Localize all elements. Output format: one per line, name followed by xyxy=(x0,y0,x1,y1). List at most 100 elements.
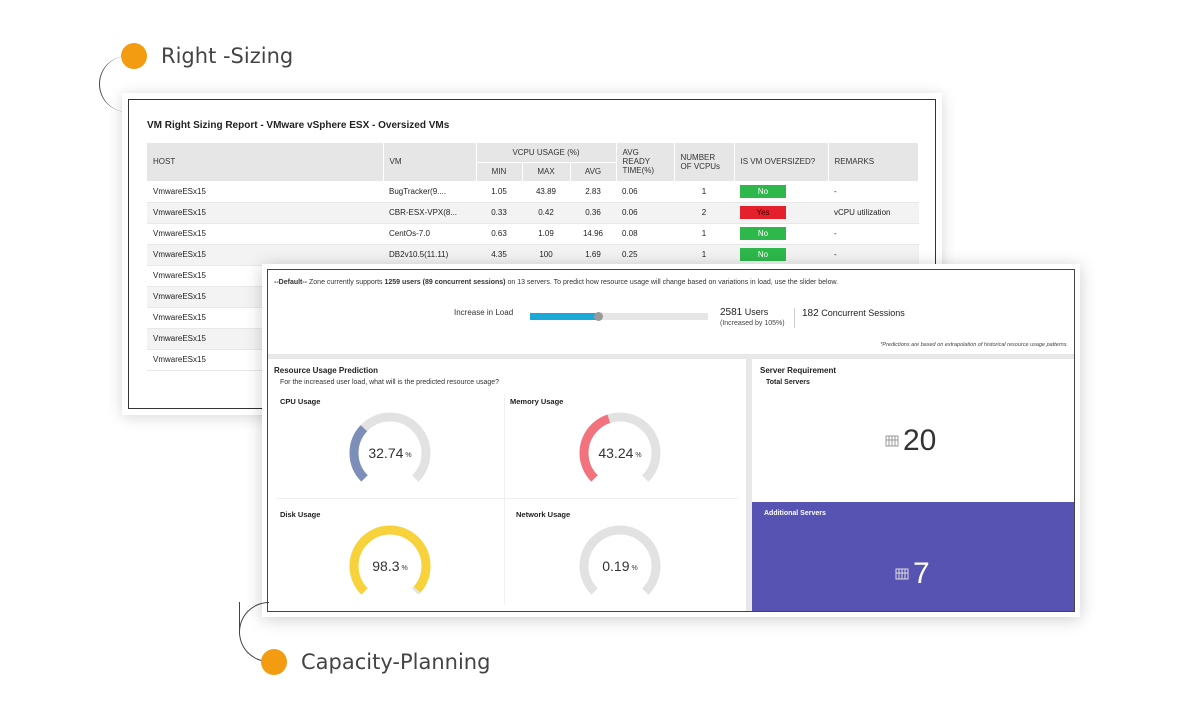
connector-curve-top xyxy=(99,56,159,112)
capacity-planning-card: --Default-- Zone currently supports 1259… xyxy=(262,264,1080,617)
col-num-vcpus[interactable]: NUMBER OF VCPUs xyxy=(674,143,735,182)
callout-dot xyxy=(121,43,147,69)
zone-summary: --Default-- Zone currently supports 1259… xyxy=(274,279,838,286)
section-divider xyxy=(268,354,1074,359)
prediction-subtitle: For the increased user load, what will i… xyxy=(280,379,500,386)
users-number: 2581 xyxy=(720,307,743,318)
cpu-usage-value: 32.74% xyxy=(344,407,436,499)
gauge-unit: % xyxy=(401,564,408,572)
col-avg[interactable]: AVG xyxy=(570,162,617,182)
cell-min: 1.05 xyxy=(476,181,522,203)
panel-divider xyxy=(746,359,752,611)
memory-usage-label: Memory Usage xyxy=(510,397,564,406)
cell-vcpus: 1 xyxy=(674,223,734,245)
cell-oversized: No xyxy=(734,244,828,266)
cell-min: 0.33 xyxy=(476,202,522,224)
cell-oversized: Yes xyxy=(734,202,828,224)
callout-title: Right -Sizing xyxy=(161,44,294,68)
quadrant-divider-h xyxy=(276,498,738,499)
cell-ready: 0.06 xyxy=(616,181,674,203)
server-requirement-panel: Server Requirement Total Servers 20 Addi… xyxy=(752,359,1074,611)
cell-ready: 0.25 xyxy=(616,244,674,266)
zone-default-label: --Default-- xyxy=(274,279,308,286)
users-increase: (Increased by 105%) xyxy=(720,320,785,327)
cell-max: 1.09 xyxy=(522,223,570,245)
cell-vcpus: 1 xyxy=(674,181,734,203)
callout-title: Capacity-Planning xyxy=(301,650,491,674)
server-icon xyxy=(895,568,909,580)
cell-vcpus: 2 xyxy=(674,202,734,224)
cell-remarks: vCPU utilization xyxy=(828,202,919,224)
cell-oversized: No xyxy=(734,223,828,245)
memory-usage-gauge: 43.24% xyxy=(574,407,666,499)
cell-host: VmwareESx15 xyxy=(147,181,383,203)
load-slider-handle[interactable] xyxy=(593,312,603,321)
cell-remarks: - xyxy=(828,181,919,203)
cell-remarks: - xyxy=(828,244,919,266)
cell-min: 0.63 xyxy=(476,223,522,245)
cell-avg: 14.96 xyxy=(570,223,616,245)
zone-text: Zone currently supports xyxy=(307,279,385,286)
users-value: 2581 Users xyxy=(720,307,768,318)
cell-avg: 1.69 xyxy=(570,244,616,266)
col-host[interactable]: HOST xyxy=(147,143,384,182)
oversized-badge: No xyxy=(740,185,786,198)
callout-capacity-planning: Capacity-Planning xyxy=(261,649,490,675)
additional-servers-label: Additional Servers xyxy=(764,510,826,517)
users-label: Users xyxy=(744,307,769,317)
total-servers-number: 20 xyxy=(903,424,937,457)
table-row[interactable]: VmwareESx15 CentOs-7.0 0.63 1.09 14.96 0.08 1 N… xyxy=(147,223,919,245)
col-vcpu-usage: VCPU USAGE (%) xyxy=(476,143,617,163)
additional-servers-tile: Additional Servers 7 xyxy=(752,502,1074,611)
gauge-arc xyxy=(579,412,661,494)
cell-vm: DB2v10.5(11.11) xyxy=(383,244,476,266)
cell-max: 43.89 xyxy=(522,181,570,203)
disk-usage-label: Disk Usage xyxy=(280,510,321,519)
total-servers-tile: Server Requirement Total Servers 20 xyxy=(752,359,1074,498)
server-requirement-title: Server Requirement xyxy=(760,366,837,375)
server-icon xyxy=(885,435,899,447)
col-vm[interactable]: VM xyxy=(383,143,477,182)
cell-vm: CentOs-7.0 xyxy=(383,223,476,245)
increase-load-label: Increase in Load xyxy=(454,308,514,317)
cell-vm: BugTracker(9.... xyxy=(383,181,476,203)
cell-host: VmwareESx15 xyxy=(147,244,383,266)
prediction-title: Resource Usage Prediction xyxy=(274,366,379,375)
load-slider-fill xyxy=(530,313,598,320)
oversized-badge: No xyxy=(740,248,786,261)
cell-max: 100 xyxy=(522,244,570,266)
col-min[interactable]: MIN xyxy=(476,162,523,182)
cell-oversized: No xyxy=(734,181,828,203)
cell-avg: 0.36 xyxy=(570,202,616,224)
table-row[interactable]: VmwareESx15 BugTracker(9.... 1.05 43.89 2.83… xyxy=(147,181,919,203)
sessions-value: 182 Concurrent Sessions xyxy=(802,308,905,319)
network-usage-gauge: 0.19% xyxy=(574,520,666,612)
load-slider[interactable] xyxy=(530,312,708,321)
zone-rest: on 13 servers. To predict how resource u… xyxy=(505,279,839,286)
col-oversized[interactable]: IS VM OVERSIZED? xyxy=(734,143,829,182)
prediction-note: *Predictions are based on extrapolation … xyxy=(880,342,1068,348)
network-usage-value: 0.19% xyxy=(574,520,666,612)
additional-servers-value: 7 xyxy=(895,557,930,591)
oversized-badge: Yes xyxy=(740,206,786,219)
col-remarks[interactable]: REMARKS xyxy=(828,143,919,182)
cell-max: 0.42 xyxy=(522,202,570,224)
divider xyxy=(794,308,795,328)
gauge-unit: % xyxy=(405,451,412,459)
memory-usage-value: 43.24% xyxy=(574,407,666,499)
cell-remarks: - xyxy=(828,223,919,245)
callout-right-sizing: Right -Sizing xyxy=(121,43,293,69)
table-row[interactable]: VmwareESx15 CBR-ESX-VPX(8... 0.33 0.42 0.36 0… xyxy=(147,202,919,224)
col-max[interactable]: MAX xyxy=(522,162,571,182)
gauge-unit: % xyxy=(635,451,642,459)
zone-users-bold: 1259 users (89 concurrent sessions) xyxy=(384,279,506,286)
cpu-usage-label: CPU Usage xyxy=(280,397,321,406)
oversized-badge: No xyxy=(740,227,786,240)
gauge-unit: % xyxy=(631,564,638,572)
table-row[interactable]: VmwareESx15 DB2v10.5(11.11) 4.35 100 1.69 0.2… xyxy=(147,244,919,266)
cpu-usage-gauge: 32.74% xyxy=(344,407,436,499)
cell-min: 4.35 xyxy=(476,244,522,266)
callout-dot xyxy=(261,649,287,675)
col-ready-time[interactable]: AVG READY TIME(%) xyxy=(616,143,675,182)
cell-host: VmwareESx15 xyxy=(147,202,383,224)
